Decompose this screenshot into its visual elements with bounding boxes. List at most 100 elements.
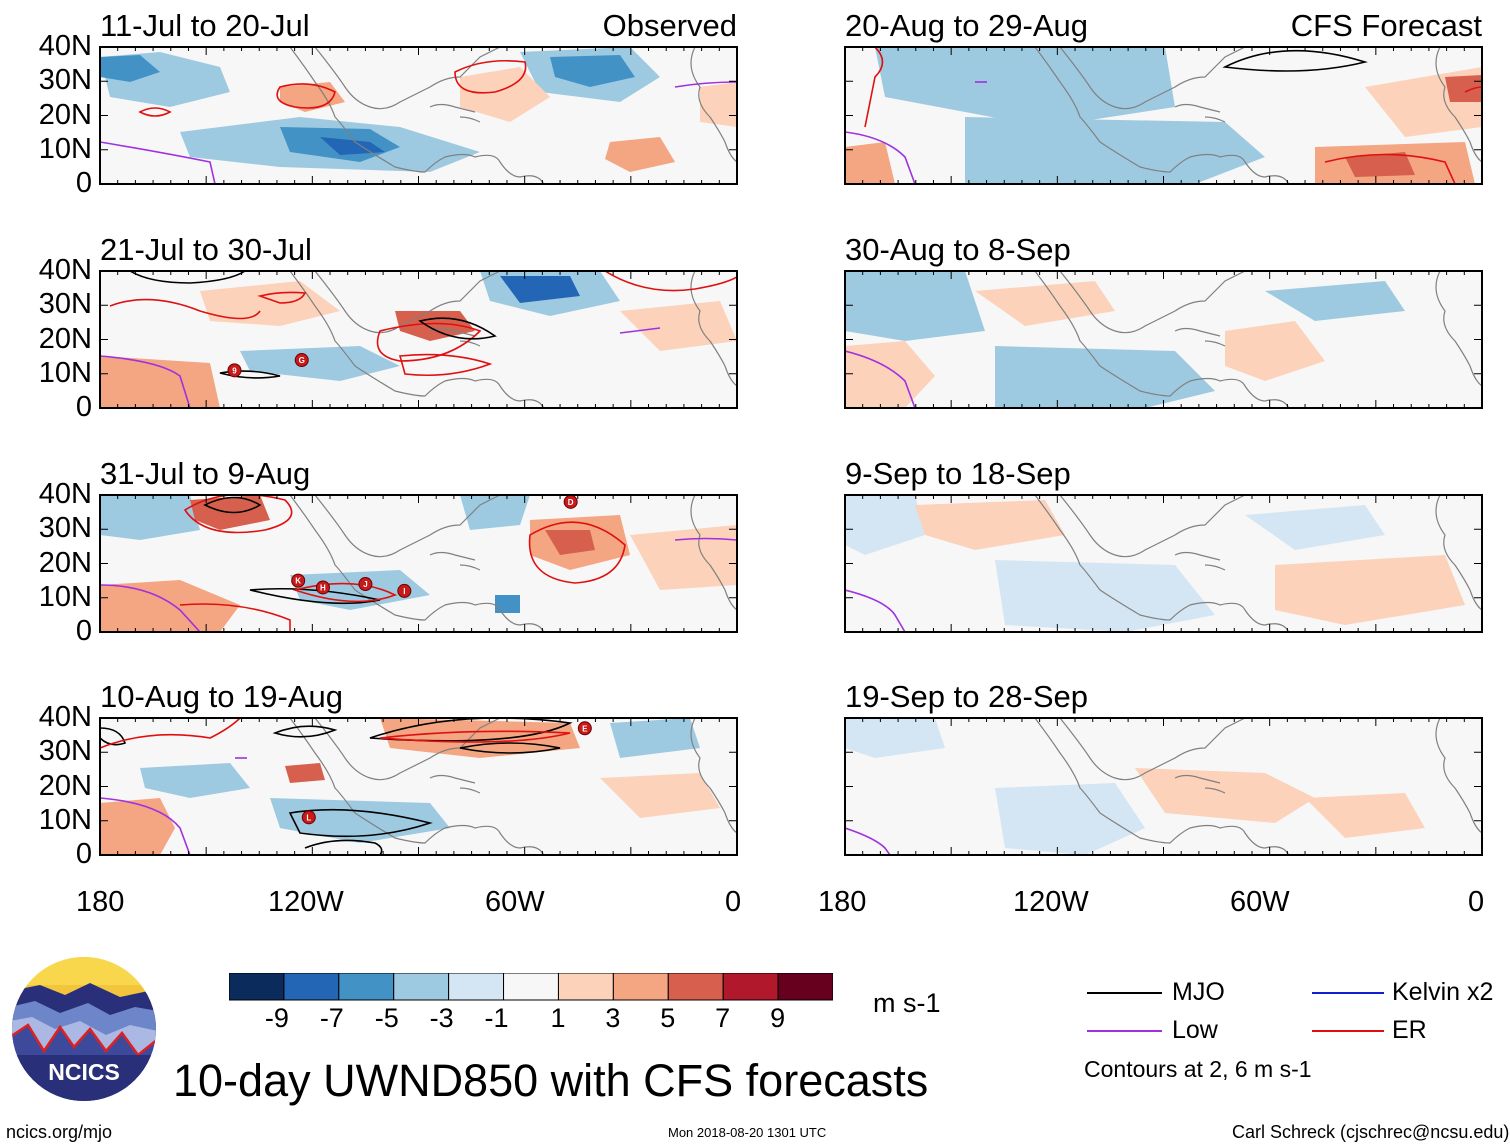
wave-contour-0	[138, 107, 172, 117]
anomaly-shade-1	[285, 763, 325, 783]
anomaly-shade-6	[550, 55, 635, 87]
anomaly-shade-1	[915, 500, 1065, 550]
logo-text: NCICS	[48, 1059, 120, 1085]
anomaly-shade-4	[140, 763, 250, 798]
panel-title-fc4: 19-Sep to 28-Sep	[845, 679, 1089, 714]
anomaly-shade-1	[100, 495, 200, 540]
storm-marker-label: L	[306, 813, 311, 822]
wave-contour-2	[257, 291, 307, 304]
wave-contour-1	[100, 718, 241, 749]
anomaly-shade-4	[845, 142, 895, 184]
anomaly-shade-2	[380, 718, 580, 758]
storm-marker-label: G	[299, 356, 305, 365]
anomaly-shade-2	[995, 783, 1145, 855]
anomaly-shade-8	[460, 67, 550, 122]
coastline	[1034, 271, 1482, 408]
colorbar-tick-9: 9	[770, 1003, 786, 1033]
panel-title-obs3: 31-Jul to 9-Aug	[100, 456, 311, 491]
wave-contour-4	[674, 81, 737, 88]
anomaly-shade-9	[605, 137, 675, 172]
legend-swatch-er	[1312, 1030, 1384, 1032]
y-tick-obs2-1: 30N	[38, 288, 92, 321]
wave-contour-4	[398, 353, 493, 376]
anomaly-shade-5	[100, 580, 240, 632]
column-heading-obs1: Observed	[602, 8, 737, 43]
colorbar-tick-5: 1	[550, 1003, 566, 1033]
wave-contour-1	[864, 47, 884, 128]
colorbar	[229, 973, 833, 1001]
storm-marker-label: D	[568, 498, 574, 507]
colorbar-tick-4: -1	[484, 1003, 509, 1033]
wave-contour-5	[179, 603, 291, 632]
wave-contour-3	[369, 718, 573, 742]
storm-marker-J: J	[358, 577, 373, 592]
y-tick-obs3-0: 40N	[38, 478, 92, 510]
coastline	[289, 271, 737, 408]
storm-marker-label: J	[363, 580, 367, 589]
wave-contour-7	[604, 271, 737, 292]
legend-label-kelvin: Kelvin x2	[1392, 978, 1494, 1006]
footer-url[interactable]: ncics.org/mjo	[6, 1122, 113, 1142]
storm-marker-G: G	[294, 353, 309, 368]
colorbar-tick-2: -5	[374, 1003, 399, 1033]
y-tick-obs4-3: 10N	[38, 803, 92, 836]
anomaly-shade-1	[1305, 793, 1425, 838]
y-tick-obs4-4: 0	[75, 838, 92, 870]
y-tick-obs1-2: 20N	[38, 98, 92, 131]
anomaly-shade-6	[1225, 321, 1325, 381]
chart-title: 10-day UWND850 with CFS forecasts	[173, 1055, 929, 1106]
coastline	[1034, 47, 1482, 184]
wave-contour-1	[203, 496, 262, 514]
wave-contour-3	[100, 141, 216, 184]
y-tick-obs4-1: 30N	[38, 735, 92, 768]
x-tick-left-60w: 60W	[485, 886, 545, 918]
anomaly-shade-3	[995, 346, 1215, 408]
anomaly-shade-3	[500, 276, 580, 303]
storm-marker-label: 9	[232, 366, 237, 375]
wave-contour-0	[845, 350, 916, 408]
map-panel-fc4	[844, 717, 1483, 856]
anomaly-shade-7	[460, 495, 530, 530]
wave-contour-4	[379, 730, 571, 743]
legend-swatch-low	[1087, 1030, 1162, 1032]
x-tick-left-0: 0	[725, 886, 742, 918]
wave-contour-7	[304, 839, 383, 855]
anomaly-shade-0	[100, 798, 175, 855]
y-tick-obs2-2: 20N	[38, 322, 92, 355]
y-tick-obs1-1: 30N	[38, 64, 92, 97]
map-panel-obs2: 9G	[99, 270, 738, 409]
anomaly-shade-0	[845, 495, 925, 555]
anomaly-shade-7	[1265, 281, 1405, 321]
wave-contour-5	[418, 317, 497, 340]
colorbar-tick-6: 3	[605, 1003, 621, 1033]
wave-contour-8	[100, 797, 191, 855]
colorbar-tick-3: -3	[429, 1003, 454, 1033]
colorbar-segment-5	[503, 973, 559, 1001]
anomaly-shade-1	[100, 356, 220, 408]
coastline	[289, 495, 737, 632]
x-tick-right-0: 0	[1468, 886, 1485, 918]
wave-contour-7	[674, 537, 737, 541]
legend-swatch-kelvin	[1312, 992, 1384, 994]
panel-title-fc3: 9-Sep to 18-Sep	[845, 456, 1071, 491]
y-tick-obs4-0: 40N	[38, 701, 92, 733]
anomaly-shade-2	[995, 560, 1215, 632]
wave-contour-0	[100, 727, 127, 746]
coastline	[289, 47, 737, 184]
storm-marker-9: 9	[227, 363, 242, 378]
wave-contour-3	[845, 131, 916, 184]
wave-contour-2	[1324, 153, 1456, 184]
map-panel-obs3: D K H J I	[99, 494, 738, 633]
y-tick-obs2-0: 40N	[38, 254, 92, 286]
x-tick-right-180: 180	[818, 886, 867, 918]
legend-note: Contours at 2, 6 m s-1	[1084, 1056, 1312, 1082]
colorbar-segment-0	[229, 973, 285, 1001]
colorbar-segment-1	[283, 973, 340, 1001]
x-tick-right-120w: 120W	[1013, 886, 1089, 918]
colorbar-segment-7	[612, 973, 669, 1001]
wave-contour-4	[292, 582, 398, 603]
storm-marker-label: E	[582, 724, 588, 733]
x-tick-left-120w: 120W	[268, 886, 344, 918]
anomaly-shade-8	[495, 595, 520, 613]
anomaly-shade-1	[875, 47, 1175, 127]
